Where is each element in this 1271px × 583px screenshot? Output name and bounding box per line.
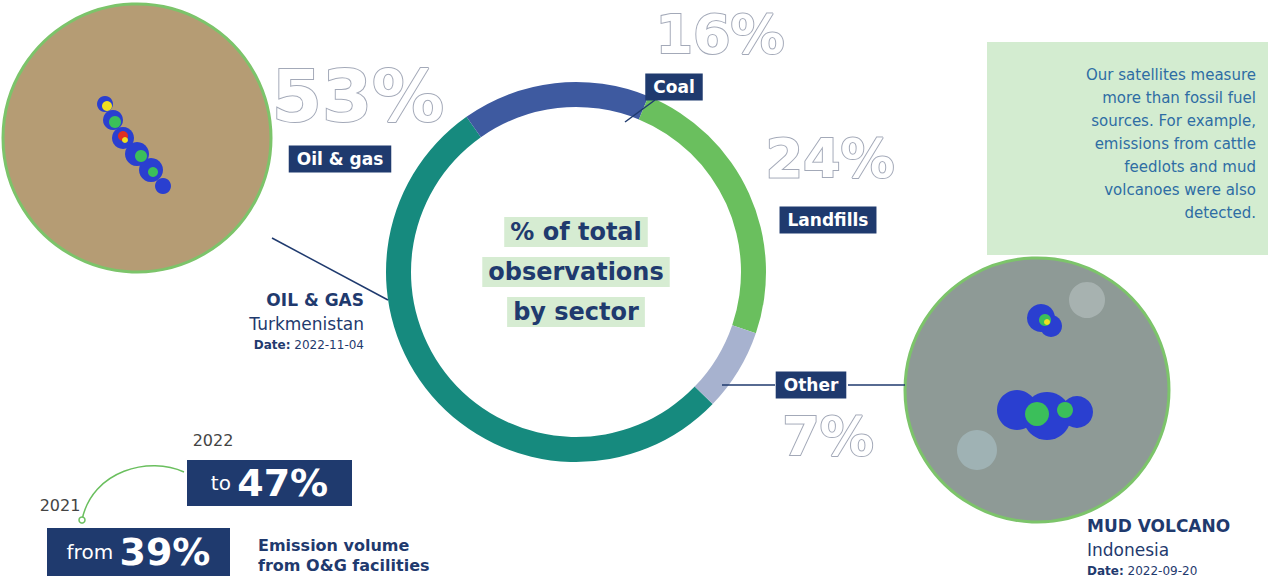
svg-text:from: from <box>67 540 114 564</box>
svg-text:Oil & gas: Oil & gas <box>297 149 384 169</box>
svg-text:Date:: Date: <box>1087 564 1124 578</box>
svg-text:OIL & GAS: OIL & GAS <box>266 290 364 310</box>
svg-text:Coal: Coal <box>653 77 694 97</box>
svg-text:Date:: Date: <box>254 338 291 352</box>
svg-text:47%: 47% <box>237 461 328 505</box>
svg-text:2022-11-04: 2022-11-04 <box>294 338 364 352</box>
svg-text:2022: 2022 <box>193 431 234 450</box>
svg-text:feedlots and mud: feedlots and mud <box>1124 158 1256 176</box>
svg-text:sources. For example,: sources. For example, <box>1091 112 1256 130</box>
svg-text:observations: observations <box>488 258 663 286</box>
svg-text:Turkmenistan: Turkmenistan <box>248 314 364 334</box>
svg-text:39%: 39% <box>119 530 210 574</box>
svg-text:2021: 2021 <box>40 496 81 515</box>
svg-text:volcanoes were also: volcanoes were also <box>1104 181 1256 199</box>
svg-text:emissions from cattle: emissions from cattle <box>1095 135 1256 153</box>
svg-text:16%: 16% <box>655 3 784 66</box>
svg-text:Other: Other <box>784 375 839 395</box>
svg-text:53%: 53% <box>272 54 444 138</box>
svg-text:from O&G facilities: from O&G facilities <box>258 556 430 575</box>
svg-text:Indonesia: Indonesia <box>1087 540 1169 560</box>
svg-text:more than fossil fuel: more than fossil fuel <box>1102 89 1256 107</box>
svg-text:Landfills: Landfills <box>788 210 869 230</box>
svg-text:detected.: detected. <box>1184 204 1256 222</box>
svg-text:7%: 7% <box>782 405 874 468</box>
svg-text:Emission volume: Emission volume <box>258 536 410 555</box>
svg-text:to: to <box>211 471 231 495</box>
svg-text:2022-09-20: 2022-09-20 <box>1128 564 1198 578</box>
svg-text:24%: 24% <box>765 127 894 190</box>
svg-text:by sector: by sector <box>513 298 639 326</box>
svg-text:% of total: % of total <box>510 218 642 246</box>
svg-text:MUD VOLCANO: MUD VOLCANO <box>1087 516 1230 536</box>
svg-text:Our satellites measure: Our satellites measure <box>1086 66 1256 84</box>
